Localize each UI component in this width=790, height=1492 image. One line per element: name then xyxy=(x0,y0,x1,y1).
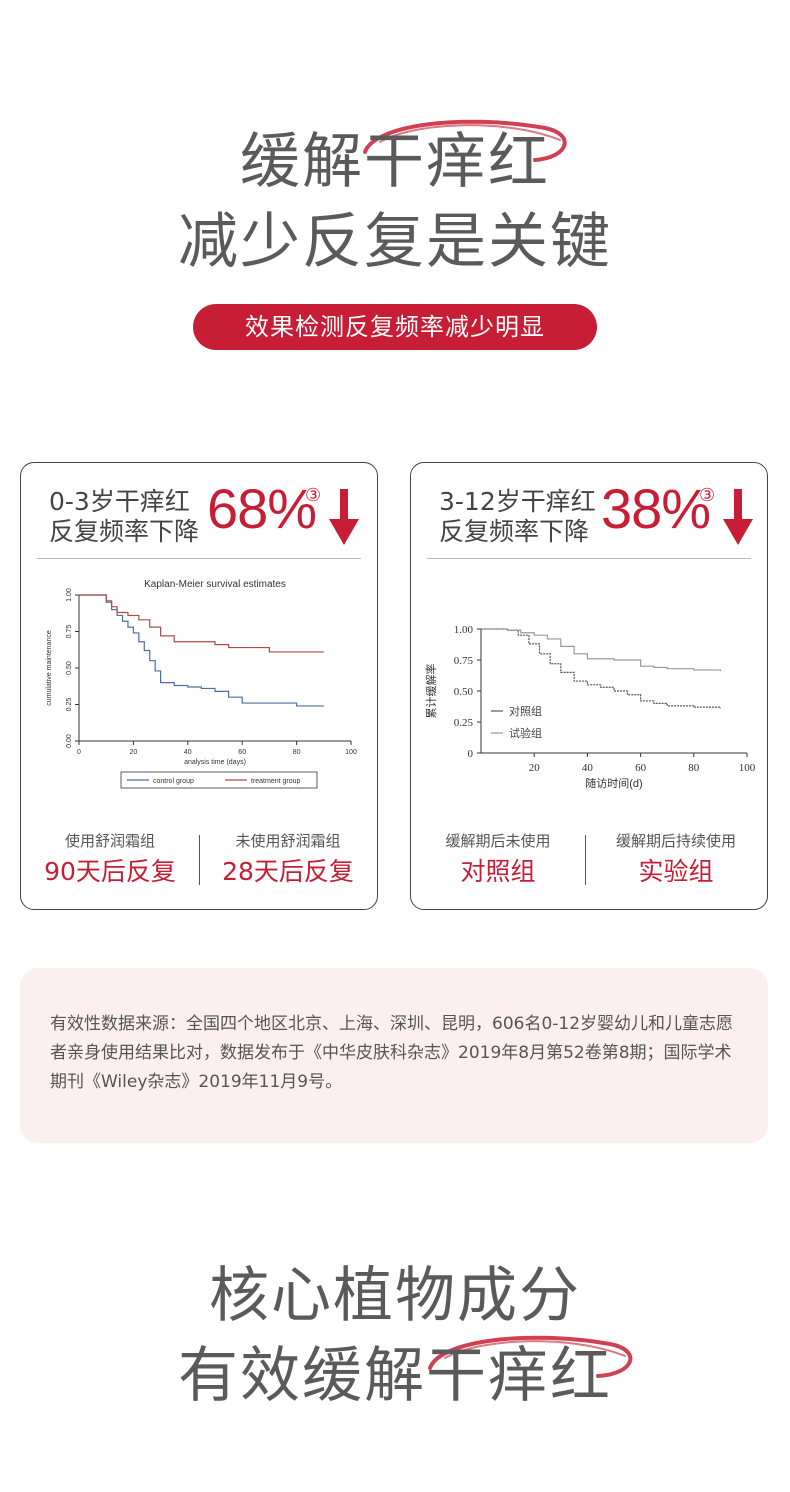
series-line-control xyxy=(481,628,721,709)
x-axis-label: analysis time (days) xyxy=(184,759,246,766)
y-axis-label: 累计缓解率 xyxy=(425,664,438,719)
x-tick-label: 100 xyxy=(345,749,357,756)
x-tick-label: 80 xyxy=(293,749,301,756)
left-stat: 缓解期后未使用 对照组 xyxy=(445,832,551,886)
legend-label: control group xyxy=(153,778,194,785)
x-tick-label: 20 xyxy=(130,749,138,756)
x-tick-label: 100 xyxy=(739,762,756,774)
footnote-mark: ③ xyxy=(699,485,716,506)
x-tick-label: 20 xyxy=(529,762,541,774)
divider xyxy=(37,558,361,559)
result-card-0-3: 0-3岁干痒红 反复频率下降 68% ③ Kaplan-Meier surviv… xyxy=(20,462,378,910)
y-tick-label: 0.25 xyxy=(66,698,73,712)
data-source-text: 有效性数据来源：全国四个地区北京、上海、深圳、昆明，606名0-12岁婴幼儿和儿… xyxy=(50,1014,734,1092)
y-tick-label: 0.50 xyxy=(66,661,73,675)
series-line-control xyxy=(79,594,324,707)
right-stat: 未使用舒润霜组 28天后反复 xyxy=(222,832,354,886)
percent-drop: 38% xyxy=(601,477,711,540)
y-tick-label: 0.50 xyxy=(454,686,474,698)
down-arrow-icon xyxy=(723,489,753,545)
stat-divider xyxy=(585,835,586,885)
y-tick-label: 0 xyxy=(468,748,474,760)
x-tick-label: 0 xyxy=(77,749,81,756)
right-stat: 缓解期后持续使用 实验组 xyxy=(615,832,736,886)
y-tick-label: 0.00 xyxy=(66,734,73,748)
percent-drop: 68% xyxy=(207,477,317,540)
data-source-box: 有效性数据来源：全国四个地区北京、上海、深圳、昆明，606名0-12岁婴幼儿和儿… xyxy=(20,968,768,1143)
stat-divider xyxy=(199,835,200,885)
headline2-line-2: 有效缓解干痒红 xyxy=(178,1341,612,1411)
series-line-treatment xyxy=(79,594,324,653)
legend-label: treatment group xyxy=(251,778,301,785)
headline2-line-1: 核心植物成分 xyxy=(209,1261,581,1331)
remission-rate-chart: 0 0.25 0.50 0.75 1.00 20 40 60 80 100 随访时间(d) 累计缓解率… xyxy=(425,624,756,790)
left-stat: 使用舒润霜组 90天后反复 xyxy=(44,832,176,886)
y-tick-label: 0.75 xyxy=(66,625,73,639)
x-tick-label: 80 xyxy=(688,762,700,774)
y-tick-label: 1.00 xyxy=(454,624,474,636)
legend-box xyxy=(120,771,318,789)
y-tick-label: 0.25 xyxy=(454,717,474,729)
legend-label: 对照组 xyxy=(509,704,542,718)
card-label: 0-3岁干痒红 反复频率下降 xyxy=(49,487,200,546)
legend-label: 试验组 xyxy=(509,726,542,740)
down-arrow-icon xyxy=(329,489,359,545)
headline-line-2: 减少反复是关键 xyxy=(178,207,612,277)
kaplan-meier-chart: Kaplan-Meier survival estimates 0.00 0.25 0… xyxy=(46,579,357,789)
series-line-trial xyxy=(481,628,721,672)
red-brush-circle-decoration xyxy=(428,1335,633,1378)
y-tick-label: 1.00 xyxy=(66,588,73,602)
divider xyxy=(427,558,751,559)
footnote-mark: ③ xyxy=(305,485,322,506)
result-card-3-12: 3-12岁干痒红 反复频率下降 38% ③ 0 0.25 0.50 0.75 1.00 2… xyxy=(410,462,768,910)
chart-title: Kaplan-Meier survival estimates xyxy=(144,579,286,590)
y-tick-label: 0.75 xyxy=(454,655,474,667)
red-brush-circle-decoration xyxy=(363,119,567,162)
x-axis-label: 随访时间(d) xyxy=(585,776,642,790)
x-tick-label: 40 xyxy=(184,749,192,756)
x-tick-label: 60 xyxy=(238,749,246,756)
y-axis-label: cumulative maintenance xyxy=(46,630,53,706)
result-pill-badge: 效果检测反复频率减少明显 xyxy=(193,304,597,350)
x-tick-label: 60 xyxy=(635,762,647,774)
headline-line-1: 缓解干痒红 xyxy=(240,127,550,197)
card-label: 3-12岁干痒红 反复频率下降 xyxy=(439,487,596,546)
x-tick-label: 40 xyxy=(582,762,594,774)
